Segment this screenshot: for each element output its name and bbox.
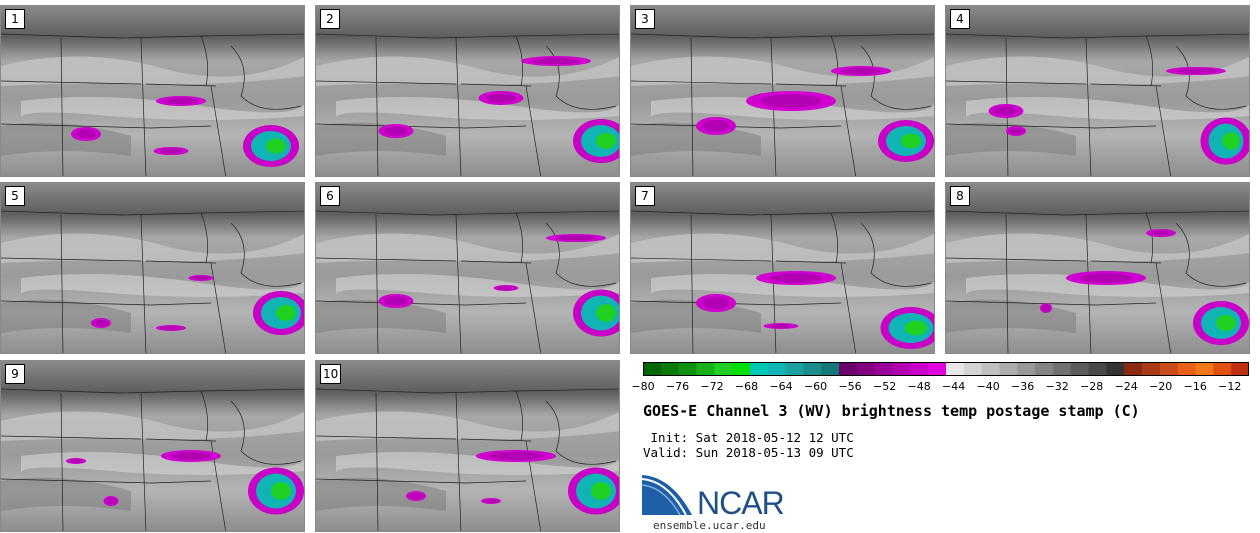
colorbar-tick-label: −12 xyxy=(1218,380,1242,393)
colorbar-swatch xyxy=(1017,362,1036,376)
colorbar-swatch xyxy=(660,362,680,376)
colorbar-swatch xyxy=(714,362,733,376)
panel-7: 7 xyxy=(630,182,935,354)
colorbar-tick-label: −36 xyxy=(1011,380,1035,393)
init-time: Init: Sat 2018-05-12 12 UTC xyxy=(643,430,854,445)
colorbar-swatch xyxy=(910,362,929,376)
colorbar-swatch xyxy=(1213,362,1232,376)
colorbar-swatch xyxy=(732,362,751,376)
figure-title: GOES-E Channel 3 (WV) brightness temp po… xyxy=(643,402,1140,420)
logo-text: NCAR xyxy=(697,485,785,521)
colorbar-swatch xyxy=(1231,362,1249,376)
colorbar-tick-label: −16 xyxy=(1183,380,1207,393)
colorbar-swatch xyxy=(963,362,983,376)
colorbar-tick-label: −28 xyxy=(1080,380,1104,393)
panel-label: 9 xyxy=(5,364,25,384)
panel-2: 2 xyxy=(315,5,620,177)
colorbar-swatch xyxy=(785,362,804,376)
colorbar-swatch xyxy=(1195,362,1214,376)
colorbar-swatch xyxy=(999,362,1018,376)
colorbar-swatch xyxy=(821,362,840,376)
colorbar-swatch xyxy=(839,362,858,376)
panel-label: 8 xyxy=(950,186,970,206)
colorbar-tick-label: −80 xyxy=(631,380,655,393)
panel-label: 6 xyxy=(320,186,340,206)
colorbar-swatch xyxy=(856,362,876,376)
panel-3: 3 xyxy=(630,5,935,177)
panel-10: 10 xyxy=(315,360,620,532)
colorbar-swatch xyxy=(892,362,911,376)
colorbar-swatch xyxy=(643,362,662,376)
valid-time: Valid: Sun 2018-05-13 09 UTC xyxy=(643,445,854,460)
colorbar-tick-label: −72 xyxy=(700,380,724,393)
colorbar-swatch xyxy=(678,362,697,376)
panel-label: 4 xyxy=(950,9,970,29)
colorbar-tick-label: −24 xyxy=(1114,380,1138,393)
colorbar-swatch xyxy=(1052,362,1072,376)
colorbar-swatch xyxy=(874,362,894,376)
panel-label: 1 xyxy=(5,9,25,29)
colorbar-swatch xyxy=(1142,362,1161,376)
colorbar-tick-label: −48 xyxy=(907,380,931,393)
colorbar-swatch xyxy=(1035,362,1054,376)
colorbar-swatch xyxy=(928,362,947,376)
colorbar xyxy=(643,362,1249,376)
colorbar-border xyxy=(643,362,1249,376)
colorbar-swatch xyxy=(981,362,1000,376)
panel-label: 10 xyxy=(320,364,342,384)
panel-1: 1 xyxy=(0,5,305,177)
colorbar-tick-label: −76 xyxy=(665,380,690,393)
colorbar-tick-label: −32 xyxy=(1045,380,1069,393)
panel-label: 5 xyxy=(5,186,25,206)
panel-label: 7 xyxy=(635,186,655,206)
panel-9: 9 xyxy=(0,360,305,532)
colorbar-swatch xyxy=(1106,362,1125,376)
panel-6: 6 xyxy=(315,182,620,354)
colorbar-swatch xyxy=(1124,362,1143,376)
colorbar-swatch xyxy=(1070,362,1090,376)
colorbar-tick-label: −44 xyxy=(942,380,966,393)
ncar-logo-icon xyxy=(642,475,692,516)
colorbar-swatch xyxy=(946,362,965,376)
colorbar-swatch xyxy=(1159,362,1179,376)
panel-label: 3 xyxy=(635,9,655,29)
colorbar-tick-label: −68 xyxy=(734,380,759,393)
colorbar-swatch xyxy=(696,362,715,376)
colorbar-swatch xyxy=(1177,362,1197,376)
colorbar-swatch xyxy=(1088,362,1107,376)
colorbar-tick-label: −64 xyxy=(769,380,793,393)
panel-8: 8 xyxy=(945,182,1250,354)
panel-label: 2 xyxy=(320,9,340,29)
website-url[interactable]: ensemble.ucar.edu xyxy=(653,519,766,532)
colorbar-swatch xyxy=(749,362,769,376)
colorbar-swatch xyxy=(803,362,822,376)
colorbar-tick-label: −56 xyxy=(838,380,862,393)
colorbar-tick-label: −52 xyxy=(872,380,897,393)
colorbar-tick-label: −40 xyxy=(976,380,1000,393)
panel-5: 5 xyxy=(0,182,305,354)
colorbar-tick-label: −60 xyxy=(803,380,828,393)
panel-4: 4 xyxy=(945,5,1250,177)
colorbar-swatch xyxy=(767,362,787,376)
colorbar-tick-label: −20 xyxy=(1149,380,1173,393)
